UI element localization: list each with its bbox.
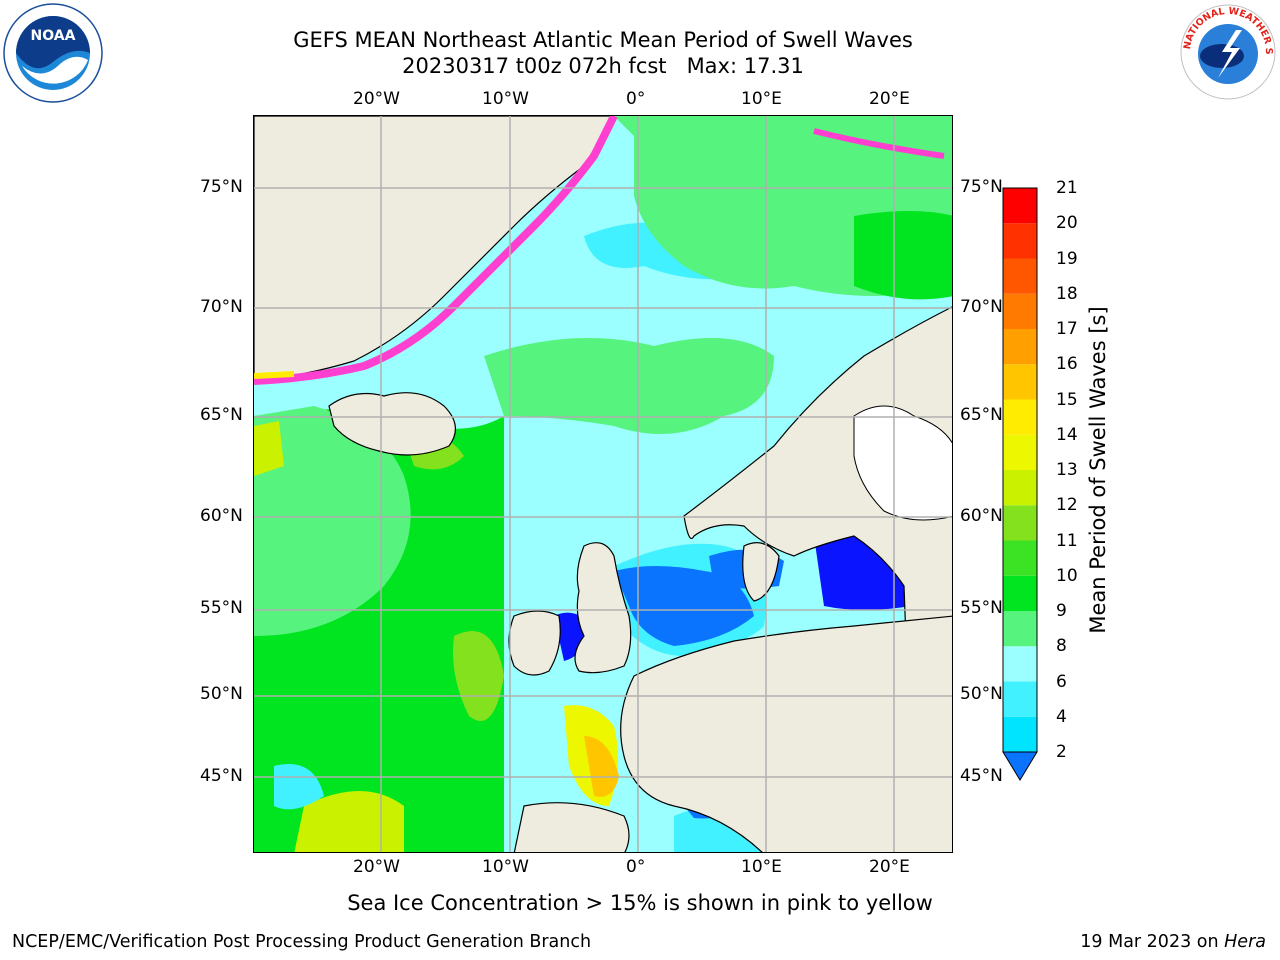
field-azores-low bbox=[274, 764, 324, 810]
colorbar-tick-label: 12 bbox=[1056, 495, 1078, 516]
land-iberia bbox=[513, 802, 630, 852]
field-biscay-peak bbox=[584, 736, 619, 797]
colorbar-tick-label: 11 bbox=[1056, 530, 1078, 551]
footer-credit: NCEP/EMC/Verification Post Processing Pr… bbox=[12, 932, 592, 952]
colorbar-segment bbox=[1003, 188, 1037, 224]
land-ireland bbox=[508, 610, 561, 676]
lat-tick-right-45n: 45°N bbox=[960, 766, 1003, 786]
lon-tick-top-10e: 10°E bbox=[741, 89, 782, 109]
land-greenland bbox=[254, 116, 615, 382]
svg-text:NOAA: NOAA bbox=[31, 28, 76, 44]
land-continental-europe bbox=[620, 615, 952, 852]
lon-tick-bottom-10e: 10°E bbox=[741, 857, 782, 877]
colorbar-segment bbox=[1003, 293, 1037, 329]
colorbar-segment bbox=[1003, 329, 1037, 365]
lat-tick-left-60n: 60°N bbox=[200, 506, 243, 526]
lon-tick-bottom-20e: 20°E bbox=[869, 857, 910, 877]
colorbar-under-triangle bbox=[1002, 751, 1038, 781]
lon-tick-top-20w: 20°W bbox=[353, 89, 400, 109]
lat-tick-right-75n: 75°N bbox=[960, 177, 1003, 197]
lat-tick-left-50n: 50°N bbox=[200, 684, 243, 704]
colorbar-tick-label: 15 bbox=[1056, 389, 1078, 410]
colorbar-tick-label: 17 bbox=[1056, 319, 1078, 339]
field-greenland-patch bbox=[254, 421, 284, 476]
map-title: GEFS MEAN Northeast Atlantic Mean Period… bbox=[293, 28, 913, 52]
colorbar-segment bbox=[1003, 223, 1037, 259]
colorbar-tick-label: 10 bbox=[1056, 565, 1078, 586]
colorbar-tick-label: 19 bbox=[1056, 248, 1078, 269]
lon-tick-top-0: 0° bbox=[626, 89, 646, 109]
colorbar-segment bbox=[1003, 681, 1037, 717]
colorbar-segment bbox=[1003, 716, 1037, 752]
graticule bbox=[254, 116, 952, 852]
colorbar-tick-label: 16 bbox=[1056, 354, 1078, 375]
field-atlantic-patch-2 bbox=[294, 791, 404, 852]
colorbar-segment bbox=[1003, 540, 1037, 576]
lon-tick-bottom-20w: 20°W bbox=[353, 857, 400, 877]
footer-date: 19 Mar 2023 on Hera bbox=[1080, 932, 1266, 952]
lat-tick-right-70n: 70°N bbox=[960, 297, 1003, 317]
land-denmark bbox=[742, 542, 780, 602]
colorbar bbox=[1002, 187, 1038, 781]
lon-tick-bottom-10w: 10°W bbox=[482, 857, 529, 877]
field-barents-east bbox=[854, 211, 952, 300]
colorbar-tick-label: 2 bbox=[1056, 742, 1067, 762]
land-great-britain bbox=[574, 542, 632, 674]
colorbar-tick-label: 4 bbox=[1056, 706, 1067, 727]
colorbar-tick-label: 14 bbox=[1056, 424, 1078, 445]
colorbar-tick-label: 6 bbox=[1056, 671, 1067, 692]
land-finland-ice bbox=[853, 405, 952, 521]
lon-tick-top-10w: 10°W bbox=[482, 89, 529, 109]
lat-tick-left-70n: 70°N bbox=[200, 297, 243, 317]
land-iceland bbox=[328, 392, 456, 456]
map-panel bbox=[253, 115, 953, 853]
colorbar-segment bbox=[1003, 611, 1037, 647]
colorbar-ticks: 2 4 6 8 9 10 11 12 13 14 15 16 17 18 19 20 21 bbox=[1052, 178, 1092, 780]
colorbar-segment bbox=[1003, 399, 1037, 435]
lat-tick-left-65n: 65°N bbox=[200, 405, 243, 425]
field-norwegian-sea bbox=[484, 338, 774, 434]
lat-tick-left-55n: 55°N bbox=[200, 598, 243, 618]
field-atlantic-patch-1 bbox=[453, 631, 504, 721]
swell-period-map bbox=[254, 116, 952, 852]
colorbar-tick-label: 18 bbox=[1056, 283, 1078, 304]
colorbar-segment bbox=[1003, 575, 1037, 611]
map-subtitle: 20230317 t00z 072h fcst Max: 17.31 bbox=[402, 54, 804, 78]
footer-date-text: 19 Mar 2023 on bbox=[1080, 932, 1225, 952]
sea-ice-edge-yellow bbox=[254, 371, 295, 379]
lat-tick-right-65n: 65°N bbox=[960, 405, 1003, 425]
field-atlantic-nw bbox=[254, 406, 411, 636]
colorbar-tick-label: 21 bbox=[1056, 178, 1078, 198]
colorbar-label: Mean Period of Swell Waves [s] bbox=[1086, 306, 1110, 634]
sea-ice-edge-greenland bbox=[254, 116, 618, 385]
colorbar-tick-label: 9 bbox=[1056, 601, 1067, 621]
colorbar-segment bbox=[1003, 646, 1037, 682]
colorbar-segments bbox=[1003, 188, 1037, 752]
colorbar-tick-label: 13 bbox=[1056, 460, 1078, 480]
colorbar-tick-label: 20 bbox=[1056, 213, 1078, 234]
footer-host: Hera bbox=[1224, 932, 1266, 952]
colorbar-segment bbox=[1003, 505, 1037, 541]
colorbar-frame bbox=[1002, 187, 1038, 753]
lon-tick-top-20e: 20°E bbox=[869, 89, 910, 109]
colorbar-segment bbox=[1003, 364, 1037, 400]
colorbar-segment bbox=[1003, 470, 1037, 506]
lat-tick-right-55n: 55°N bbox=[960, 598, 1003, 618]
lat-tick-left-75n: 75°N bbox=[200, 177, 243, 197]
nws-logo: NATIONAL WEATHER SERVICE bbox=[1178, 2, 1276, 100]
noaa-logo: NOAA bbox=[3, 3, 103, 103]
lat-tick-left-45n: 45°N bbox=[200, 766, 243, 786]
colorbar-segment bbox=[1003, 434, 1037, 470]
colorbar-segment bbox=[1003, 258, 1037, 294]
lat-tick-right-50n: 50°N bbox=[960, 684, 1003, 704]
sea-ice-note: Sea Ice Concentration > 15% is shown in … bbox=[347, 891, 933, 915]
colorbar-tick-label: 8 bbox=[1056, 636, 1067, 657]
sea-ice-edge-svalbard bbox=[813, 128, 945, 159]
lat-tick-right-60n: 60°N bbox=[960, 506, 1003, 526]
lon-tick-bottom-0: 0° bbox=[626, 857, 646, 877]
